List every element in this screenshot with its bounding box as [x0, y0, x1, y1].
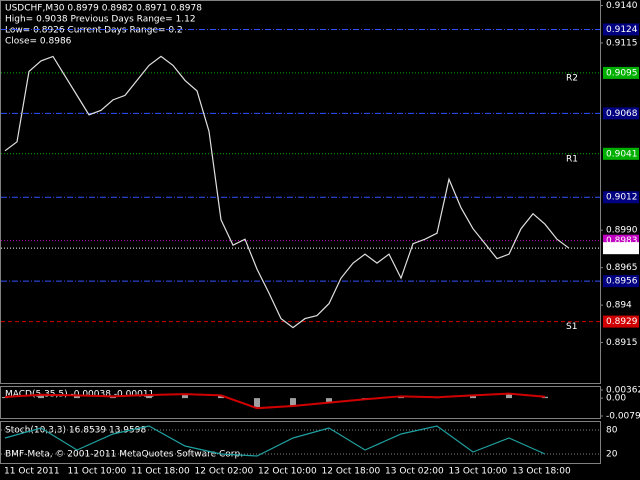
- macd-tick-label: 0.00362: [606, 386, 640, 396]
- y-tick-label: 0.8965: [606, 263, 638, 273]
- level-box: [603, 242, 639, 255]
- level-label: 0.8978: [606, 244, 638, 254]
- time-label: 11 Oct 18:00: [131, 467, 190, 477]
- macd-bar: [38, 394, 44, 399]
- stoch-line: [4, 425, 546, 457]
- macd-bar: [506, 393, 512, 399]
- macd-signal: [4, 392, 546, 410]
- time-label: 13 Oct 18:00: [512, 467, 571, 477]
- header-line: Low= 0.8926 Current Days Range= 0.2: [5, 26, 183, 36]
- level-label: 0.9012: [606, 193, 638, 203]
- y-tick-label: 0.8915: [606, 338, 638, 348]
- header-line: High= 0.9038 Previous Days Range= 1.12: [5, 15, 196, 25]
- level-label: 0.9041: [606, 149, 638, 159]
- level-box: [603, 315, 639, 328]
- macd-bar: [218, 395, 224, 399]
- level-box: [603, 147, 639, 160]
- y-tick-label: 0.894: [606, 301, 632, 311]
- stoch-tick-label: 80: [606, 426, 618, 436]
- macd-bar: [146, 394, 152, 399]
- time-label: 13 Oct 02:00: [385, 467, 444, 477]
- macd-bar: [326, 398, 332, 403]
- time-label: 12 Oct 10:00: [258, 467, 317, 477]
- macd-bar: [290, 398, 296, 406]
- pivot-name: R1: [566, 154, 578, 164]
- macd-bar: [182, 394, 188, 399]
- pivot-name: R2: [566, 73, 578, 83]
- time-label: 12 Oct 02:00: [195, 467, 254, 477]
- level-label: 0.9068: [606, 109, 638, 119]
- y-tick-label: 0.9115: [606, 38, 638, 48]
- macd-bar: [74, 395, 80, 399]
- macd-bar: [2, 396, 8, 399]
- macd-tick-label: -0.00799: [606, 412, 640, 422]
- stoch-tick-label: 20: [606, 450, 618, 460]
- level-label: 0.8983: [606, 236, 638, 246]
- level-box: [603, 275, 639, 288]
- level-box: [603, 191, 639, 204]
- stoch-panel: [0, 421, 601, 464]
- level-box: [603, 23, 639, 36]
- level-box: [603, 107, 639, 120]
- header-line: Close= 0.8986: [5, 37, 72, 47]
- pivot-name: S1: [566, 322, 577, 332]
- level-label: 0.8929: [606, 317, 638, 327]
- time-label: 13 Oct 10:00: [449, 467, 508, 477]
- level-box: [603, 66, 639, 79]
- y-tick-label: 0.8990: [606, 226, 638, 236]
- level-label: 0.9095: [606, 68, 638, 78]
- level-label: 0.9124: [606, 25, 638, 35]
- y-tick-label: 0.9140: [606, 1, 638, 11]
- macd-tick-label: 0.00: [606, 394, 626, 404]
- header-line: USDCHF,M30 0.8979 0.8982 0.8971 0.8978: [5, 4, 202, 14]
- time-label: 11 Oct 2011: [4, 467, 60, 477]
- macd-bar: [542, 396, 548, 399]
- level-label: 0.8956: [606, 277, 638, 287]
- macd-panel: [0, 386, 601, 419]
- macd-bar: [254, 398, 260, 409]
- main-panel: [0, 0, 601, 384]
- time-label: 11 Oct 10:00: [68, 467, 127, 477]
- price-line: [4, 55, 570, 329]
- macd-bar: [470, 395, 476, 399]
- time-label: 12 Oct 18:00: [322, 467, 381, 477]
- stoch-label: Stoch(10,3,3) 16.8539 13.9598: [5, 426, 146, 436]
